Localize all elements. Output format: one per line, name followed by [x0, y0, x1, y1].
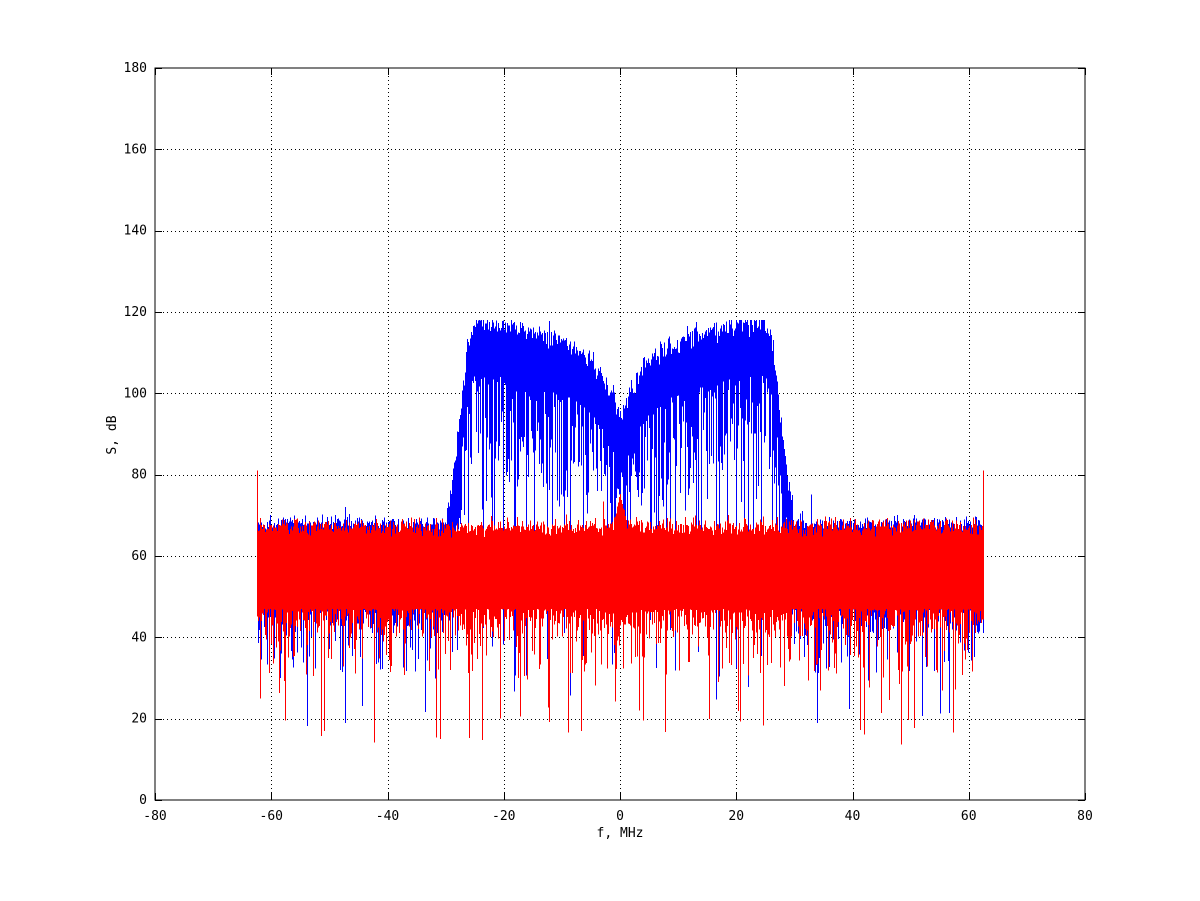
x-tick-label: -40	[376, 809, 399, 824]
x-tick-labels: -80 -60 -40 -20 0 20 40 60 80	[143, 809, 1093, 824]
noise-floor-spectrum-series	[257, 470, 984, 745]
x-tick-label: -80	[143, 809, 166, 824]
y-tick-label: 100	[124, 386, 147, 401]
plot-series	[257, 320, 984, 745]
x-tick-label: 60	[961, 809, 977, 824]
y-tick-label: 40	[131, 630, 147, 645]
y-axis-label: S, dB	[105, 415, 120, 454]
x-tick-label: 20	[728, 809, 744, 824]
y-tick-label: 20	[131, 712, 147, 727]
y-tick-label: 180	[124, 61, 147, 76]
x-tick-label: 40	[845, 809, 861, 824]
x-tick-label: -60	[260, 809, 283, 824]
axis-ticks	[155, 68, 1086, 801]
x-axis-label: f, MHz	[597, 826, 644, 841]
y-tick-label: 120	[124, 305, 147, 320]
y-tick-label: 0	[139, 793, 147, 808]
y-tick-label: 80	[131, 468, 147, 483]
x-tick-label: -20	[492, 809, 515, 824]
x-tick-label: 0	[616, 809, 624, 824]
y-tick-label: 60	[131, 549, 147, 564]
x-tick-label: 80	[1077, 809, 1093, 824]
y-tick-label: 160	[124, 142, 147, 157]
y-tick-labels: 0 20 40 60 80 100 120 140 160 180	[124, 61, 147, 808]
y-tick-label: 140	[124, 224, 147, 239]
